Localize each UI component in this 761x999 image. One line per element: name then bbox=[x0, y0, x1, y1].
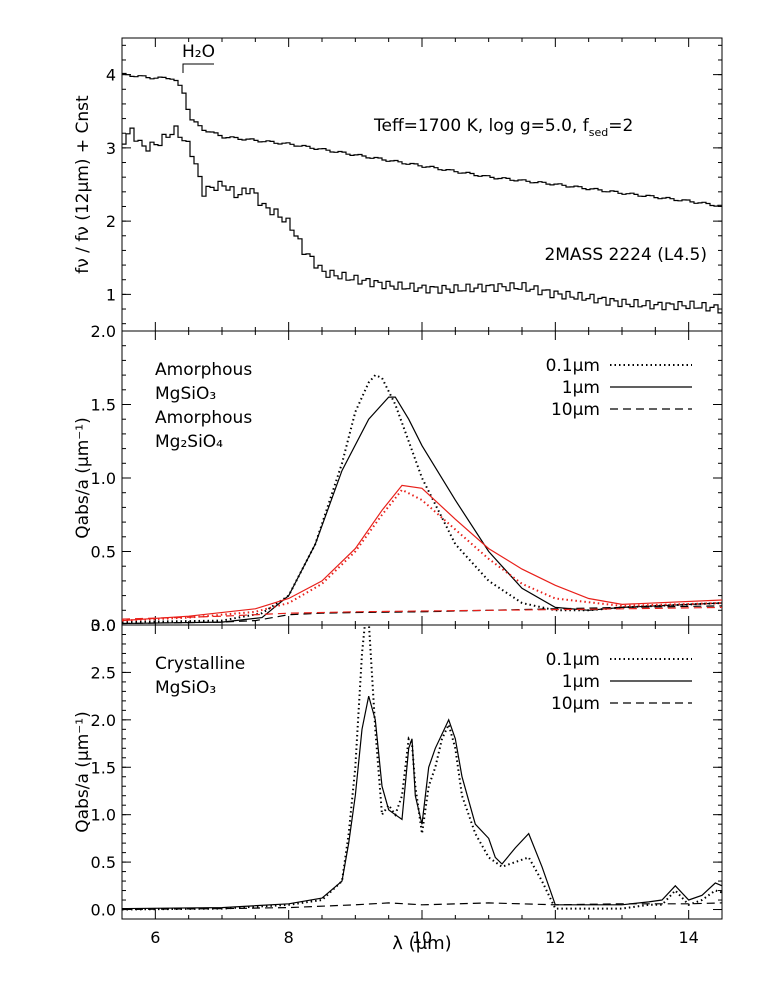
y-tick-label: 3.0 bbox=[91, 616, 116, 635]
x-tick-label: 6 bbox=[150, 928, 160, 947]
y-tick-label: 0.5 bbox=[91, 853, 116, 872]
panel-spectrum: 1 2 3 4 fν / fν (12μm) + Cnst H₂O Teff=1700 K,… bbox=[73, 37, 723, 332]
series-line bbox=[122, 695, 722, 910]
series-group bbox=[122, 373, 722, 625]
y-tick-label: 1.5 bbox=[91, 396, 116, 415]
model-label: Teff=1700 K, log g=5.0, fsed=2 bbox=[373, 116, 633, 139]
x-tick-label: 8 bbox=[284, 928, 294, 947]
y-tick-label: 1.5 bbox=[91, 758, 116, 777]
x-tick-label: 10 bbox=[412, 928, 432, 947]
material-label: Amorphous bbox=[155, 360, 252, 380]
series-line bbox=[122, 605, 722, 625]
legend-label: 0.1μm bbox=[546, 356, 600, 376]
series-line bbox=[122, 625, 722, 911]
y-axis-label: fν / fν (12μm) + Cnst bbox=[73, 95, 93, 274]
panel-crystalline: 0.0 0.5 1.0 1.5 2.0 2.5 3.0 6 8 10 12 14 Qabs/a (μm⁻… bbox=[73, 616, 723, 954]
y-tick-label: 2 bbox=[106, 212, 116, 231]
y-tick-label: 2.0 bbox=[91, 322, 116, 341]
series-group bbox=[122, 72, 722, 314]
material-label: MgSiO₃ bbox=[155, 384, 216, 404]
series-line bbox=[122, 484, 722, 622]
series-line bbox=[122, 488, 722, 622]
y-tick-label: 0.0 bbox=[91, 616, 116, 635]
y-tick-label: 0.0 bbox=[91, 901, 116, 920]
y-tick-label: 3 bbox=[106, 139, 116, 158]
y-tick-label: 1 bbox=[106, 285, 116, 304]
x-tick-label: 12 bbox=[545, 928, 565, 947]
h2o-bracket bbox=[182, 63, 214, 73]
material-label: Amorphous bbox=[155, 408, 252, 428]
object-label: 2MASS 2224 (L4.5) bbox=[544, 245, 707, 265]
model-label-sub: sed bbox=[589, 126, 608, 139]
material-label: Mg₂SiO₄ bbox=[155, 432, 223, 452]
series-line bbox=[122, 606, 722, 620]
legend-label: 10μm bbox=[551, 400, 600, 420]
x-axis-label: λ (μm) bbox=[392, 933, 451, 954]
series-line bbox=[122, 373, 722, 624]
legend-label: 10μm bbox=[551, 694, 600, 714]
y-axis-label: Qabs/a (μm⁻¹) bbox=[73, 711, 93, 832]
y-tick-label: 2.5 bbox=[91, 663, 116, 682]
material-label: Crystalline bbox=[155, 654, 245, 674]
legend-label: 1μm bbox=[562, 378, 600, 398]
legend-label: 0.1μm bbox=[546, 650, 600, 670]
series-line bbox=[122, 902, 722, 911]
y-tick-label: 0.5 bbox=[91, 543, 116, 562]
y-axis-label: Qabs/a (μm⁻¹) bbox=[73, 417, 93, 538]
material-label: MgSiO₃ bbox=[155, 678, 216, 698]
series-group bbox=[122, 625, 722, 911]
y-tick-label: 1.0 bbox=[91, 806, 116, 825]
model-label-tail: =2 bbox=[608, 116, 633, 136]
y-tick-label: 1.0 bbox=[91, 469, 116, 488]
x-tick-label: 14 bbox=[678, 928, 698, 947]
series-line bbox=[122, 125, 722, 314]
panel-amorphous: 0.0 0.5 1.0 1.5 2.0 Qabs/a (μm⁻¹) 0.1μm1μm10μm… bbox=[73, 322, 723, 635]
y-tick-label: 2.0 bbox=[91, 711, 116, 730]
h2o-label: H₂O bbox=[182, 42, 215, 62]
legend-label: 1μm bbox=[562, 672, 600, 692]
y-tick-label: 4 bbox=[106, 66, 116, 85]
series-line bbox=[122, 72, 722, 207]
